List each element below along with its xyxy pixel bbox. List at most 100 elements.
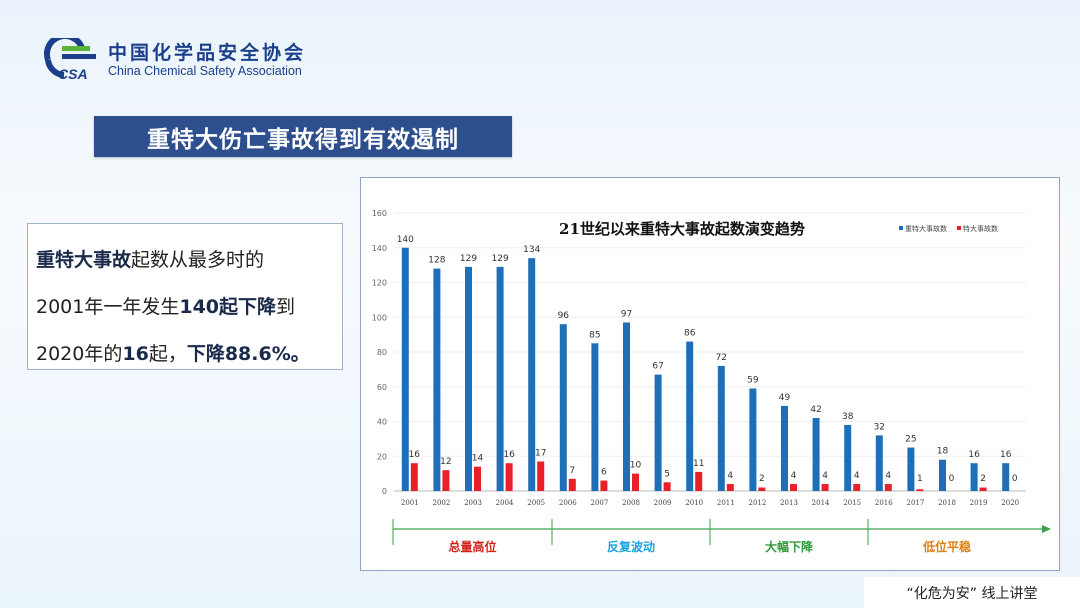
data-label: 97 xyxy=(621,309,632,319)
data-label: 7 xyxy=(569,466,575,476)
bar-severe xyxy=(790,484,797,491)
bar-severe xyxy=(884,484,892,491)
slide-title: 重特大伤亡事故得到有效遏制 xyxy=(94,116,512,157)
x-tick-label: 2001 xyxy=(401,499,419,507)
bar-major xyxy=(749,388,757,491)
bar-major xyxy=(623,322,630,491)
bar-major xyxy=(1002,463,1010,491)
data-label: 49 xyxy=(779,393,791,403)
data-label: 86 xyxy=(684,329,696,339)
data-label: 6 xyxy=(601,468,607,478)
summary-box: 重特大事故起数从最多时的 2001年一年发生140起下降到 2020年的16起，… xyxy=(27,223,343,370)
x-tick-label: 2013 xyxy=(780,499,798,507)
data-label: 0 xyxy=(1012,474,1018,484)
x-tick-label: 2018 xyxy=(938,499,956,507)
y-tick-label: 160 xyxy=(372,209,387,218)
data-label: 4 xyxy=(791,471,797,481)
bar-severe xyxy=(758,487,766,491)
bar-severe xyxy=(853,484,861,491)
data-label: 11 xyxy=(693,459,704,469)
bar-major xyxy=(844,424,852,491)
data-label: 4 xyxy=(885,471,891,481)
x-tick-label: 2019 xyxy=(970,499,988,507)
bar-major xyxy=(591,343,599,491)
bar-severe xyxy=(916,489,924,491)
data-label: 134 xyxy=(523,245,540,255)
data-label: 14 xyxy=(472,454,484,464)
x-tick-label: 2014 xyxy=(812,499,830,507)
data-label: 32 xyxy=(874,422,885,432)
bar-severe xyxy=(632,473,639,491)
phase-label: 低位平稳 xyxy=(922,539,971,554)
x-tick-label: 2012 xyxy=(748,499,766,507)
data-label: 85 xyxy=(589,330,600,340)
data-label: 16 xyxy=(1000,450,1012,460)
bar-severe xyxy=(695,471,703,491)
bar-major xyxy=(559,324,567,491)
summary-line-1: 重特大事故起数从最多时的 xyxy=(36,249,265,271)
data-label: 16 xyxy=(968,450,980,460)
data-label: 4 xyxy=(727,471,733,481)
data-label: 16 xyxy=(503,450,515,460)
x-tick-label: 2016 xyxy=(875,499,893,507)
bar-major xyxy=(939,459,946,491)
chart-frame: 21世纪以来重特大事故起数演变趋势 0 20 40 60 80 100 120 140 160 … xyxy=(360,177,1060,571)
org-name-cn: 中国化学品安全协会 xyxy=(108,42,307,64)
bar-major xyxy=(875,435,883,491)
x-tick-label: 2006 xyxy=(559,499,577,507)
data-label: 2 xyxy=(980,474,986,484)
data-label: 10 xyxy=(630,461,642,471)
data-label: 42 xyxy=(810,405,821,415)
data-label: 4 xyxy=(854,471,860,481)
bar-severe xyxy=(410,463,418,491)
bar-major xyxy=(970,463,978,491)
data-label: 38 xyxy=(842,412,854,422)
logo-text: CSA xyxy=(58,66,88,80)
bar-major xyxy=(781,405,788,491)
bar-severe xyxy=(979,487,987,491)
data-label: 129 xyxy=(492,254,509,264)
x-tick-label: 2011 xyxy=(717,499,735,507)
bar-major xyxy=(496,266,504,491)
legend-label: 特大事故数 xyxy=(963,224,998,233)
data-label: 5 xyxy=(664,469,670,479)
x-tick-label: 2003 xyxy=(464,499,482,507)
footer-caption: “化危为安” 线上讲堂 xyxy=(864,577,1080,608)
bar-major xyxy=(654,374,662,491)
data-label: 18 xyxy=(937,447,949,457)
bar-severe xyxy=(505,463,513,491)
org-name-en: China Chemical Safety Association xyxy=(108,64,302,78)
data-label: 129 xyxy=(460,254,477,264)
legend-swatch xyxy=(957,226,961,230)
x-tick-label: 2010 xyxy=(685,499,703,507)
data-label: 140 xyxy=(397,235,414,245)
phase-label: 总量高位 xyxy=(448,539,496,554)
bar-major xyxy=(528,258,536,491)
y-tick-label: 140 xyxy=(372,244,387,253)
phase-label: 反复波动 xyxy=(607,539,655,554)
x-tick-label: 2015 xyxy=(843,499,861,507)
phase-label: 大幅下降 xyxy=(765,539,814,554)
y-tick-label: 120 xyxy=(372,279,387,288)
data-label: 25 xyxy=(905,435,916,445)
data-label: 72 xyxy=(716,353,727,363)
data-label: 0 xyxy=(949,474,955,484)
summary-line-3: 2020年的16起，下降88.6%。 xyxy=(36,343,310,365)
data-label: 1 xyxy=(917,474,923,484)
x-tick-label: 2002 xyxy=(432,499,450,507)
data-label: 17 xyxy=(535,448,546,458)
x-tick-label: 2005 xyxy=(527,499,545,507)
data-label: 96 xyxy=(558,311,570,321)
data-label: 67 xyxy=(652,362,663,372)
y-tick-label: 40 xyxy=(377,418,387,427)
bar-severe xyxy=(442,470,450,491)
x-tick-label: 2007 xyxy=(590,499,608,507)
x-tick-label: 2020 xyxy=(1001,499,1019,507)
y-tick-label: 0 xyxy=(382,487,387,496)
legend-swatch xyxy=(899,226,903,230)
data-label: 12 xyxy=(440,457,451,467)
bar-major xyxy=(433,268,441,491)
bar-major xyxy=(465,266,472,491)
data-label: 4 xyxy=(822,471,828,481)
x-tick-label: 2017 xyxy=(906,499,924,507)
